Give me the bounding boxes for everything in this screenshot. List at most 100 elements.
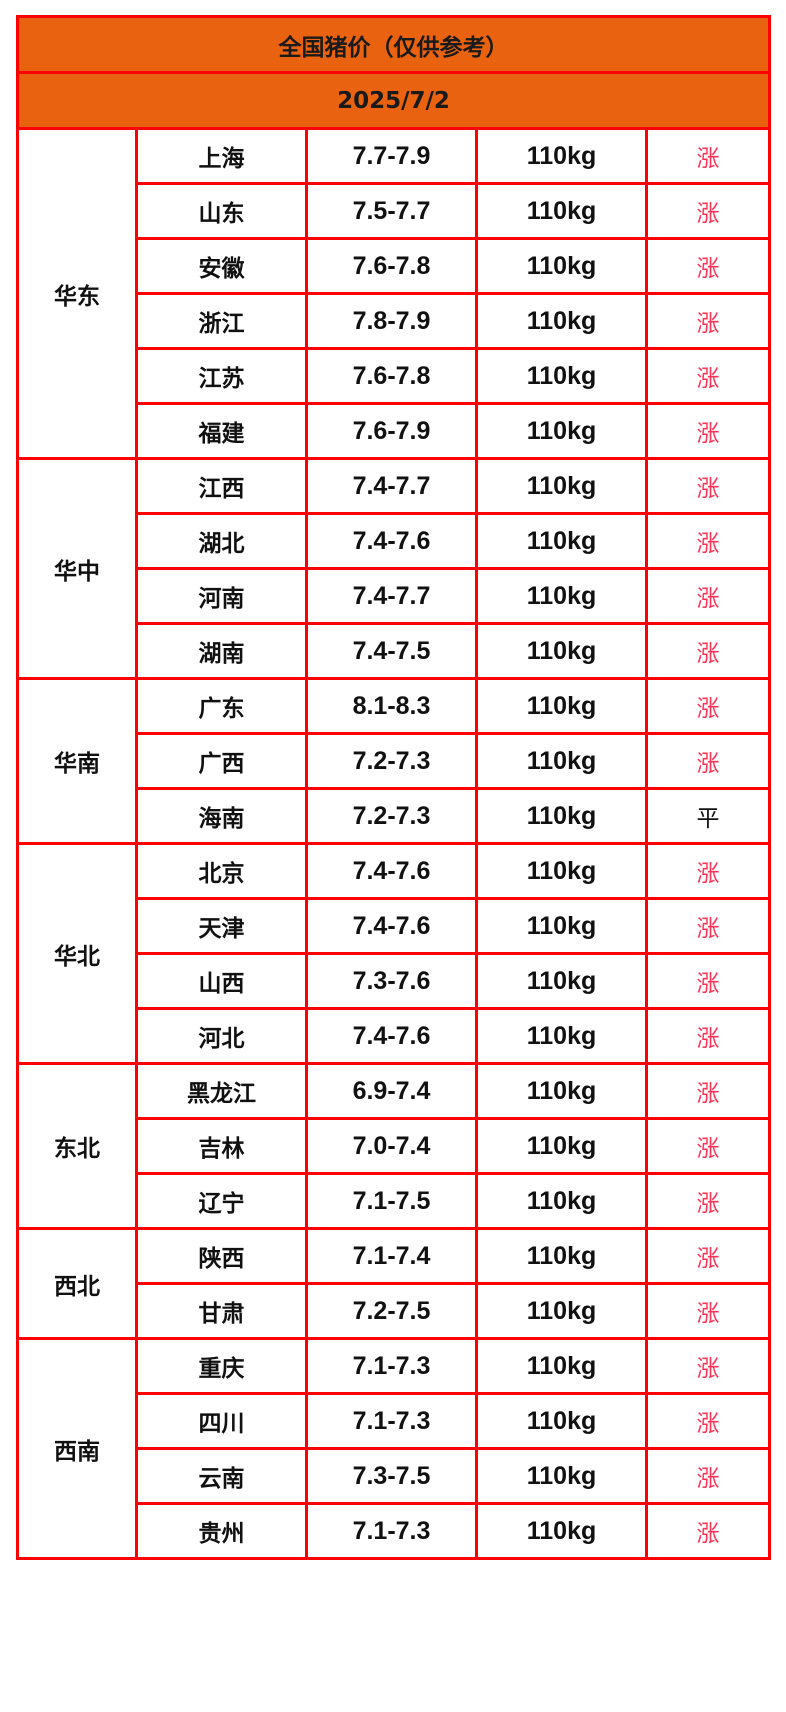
weight-cell: 110kg	[475, 292, 648, 350]
trend-cell: 涨	[644, 237, 772, 295]
region-cell: 华北	[16, 842, 138, 1065]
trend-cell: 平	[644, 787, 772, 845]
weight-cell: 110kg	[475, 182, 648, 240]
weight-cell: 110kg	[475, 732, 648, 790]
trend-cell: 涨	[644, 1502, 772, 1560]
province-cell: 广西	[135, 732, 308, 790]
weight-cell: 110kg	[475, 237, 648, 295]
province-cell: 辽宁	[135, 1172, 308, 1230]
region-cell: 华东	[16, 127, 138, 460]
price-cell: 7.4-7.6	[305, 897, 478, 955]
province-cell: 贵州	[135, 1502, 308, 1560]
weight-cell: 110kg	[475, 127, 648, 185]
price-cell: 7.0-7.4	[305, 1117, 478, 1175]
weight-cell: 110kg	[475, 1007, 648, 1065]
price-cell: 7.1-7.4	[305, 1227, 478, 1285]
weight-cell: 110kg	[475, 347, 648, 405]
region-cell: 西北	[16, 1227, 138, 1340]
weight-cell: 110kg	[475, 1447, 648, 1505]
table-row: 浙江 7.8-7.9 110kg 涨	[18, 292, 772, 350]
table-row: 广西 7.2-7.3 110kg 涨	[18, 732, 772, 790]
province-cell: 湖南	[135, 622, 308, 680]
province-cell: 山东	[135, 182, 308, 240]
trend-cell: 涨	[644, 402, 772, 460]
weight-cell: 110kg	[475, 1062, 648, 1120]
weight-cell: 110kg	[475, 512, 648, 570]
price-cell: 7.4-7.6	[305, 842, 478, 900]
province-cell: 上海	[135, 127, 308, 185]
trend-cell: 涨	[644, 732, 772, 790]
trend-cell: 涨	[644, 677, 772, 735]
province-cell: 甘肃	[135, 1282, 308, 1340]
province-cell: 安徽	[135, 237, 308, 295]
trend-cell: 涨	[644, 292, 772, 350]
weight-cell: 110kg	[475, 1117, 648, 1175]
price-cell: 7.1-7.3	[305, 1502, 478, 1560]
price-cell: 7.3-7.6	[305, 952, 478, 1010]
table-row: 甘肃 7.2-7.5 110kg 涨	[18, 1282, 772, 1340]
region-cell: 西南	[16, 1337, 138, 1560]
trend-cell: 涨	[644, 1172, 772, 1230]
table-date: 2025/7/2	[15, 71, 772, 130]
price-cell: 7.8-7.9	[305, 292, 478, 350]
table-row: 华北 北京 7.4-7.6 110kg 涨	[16, 842, 772, 1065]
trend-cell: 涨	[644, 1227, 772, 1285]
table-row: 天津 7.4-7.6 110kg 涨	[18, 897, 772, 955]
table-row: 华中 江西 7.4-7.7 110kg 涨	[16, 457, 772, 680]
price-cell: 7.1-7.3	[305, 1392, 478, 1450]
weight-cell: 110kg	[475, 897, 648, 955]
trend-cell: 涨	[644, 347, 772, 405]
weight-cell: 110kg	[475, 1502, 648, 1560]
weight-cell: 110kg	[475, 677, 648, 735]
price-cell: 7.3-7.5	[305, 1447, 478, 1505]
trend-cell: 涨	[644, 127, 772, 185]
price-cell: 7.4-7.6	[305, 512, 478, 570]
trend-cell: 涨	[644, 1392, 772, 1450]
weight-cell: 110kg	[475, 457, 648, 515]
table-row: 山东 7.5-7.7 110kg 涨	[18, 182, 772, 240]
province-cell: 河北	[135, 1007, 308, 1065]
province-cell: 四川	[135, 1392, 308, 1450]
price-cell: 7.4-7.7	[305, 457, 478, 515]
price-cell: 7.6-7.9	[305, 402, 478, 460]
weight-cell: 110kg	[475, 1227, 648, 1285]
table-row: 湖北 7.4-7.6 110kg 涨	[18, 512, 772, 570]
trend-cell: 涨	[644, 567, 772, 625]
province-cell: 黑龙江	[135, 1062, 308, 1120]
trend-cell: 涨	[644, 1117, 772, 1175]
province-cell: 重庆	[135, 1337, 308, 1395]
trend-cell: 涨	[644, 1282, 772, 1340]
price-cell: 8.1-8.3	[305, 677, 478, 735]
region-cell: 华中	[16, 457, 138, 680]
price-cell: 7.1-7.5	[305, 1172, 478, 1230]
table-row: 湖南 7.4-7.5 110kg 涨	[18, 622, 772, 680]
province-cell: 山西	[135, 952, 308, 1010]
weight-cell: 110kg	[475, 1392, 648, 1450]
trend-cell: 涨	[644, 1007, 772, 1065]
province-cell: 湖北	[135, 512, 308, 570]
price-cell: 7.2-7.3	[305, 787, 478, 845]
province-cell: 福建	[135, 402, 308, 460]
province-cell: 天津	[135, 897, 308, 955]
price-cell: 7.6-7.8	[305, 237, 478, 295]
province-cell: 浙江	[135, 292, 308, 350]
trend-cell: 涨	[644, 457, 772, 515]
weight-cell: 110kg	[475, 842, 648, 900]
pig-price-table: 全国猪价（仅供参考） 2025/7/2 华东 上海 7.7-7.9 110kg 涨山东 7…	[15, 15, 772, 1560]
province-cell: 江苏	[135, 347, 308, 405]
price-cell: 6.9-7.4	[305, 1062, 478, 1120]
table-row: 东北 黑龙江 6.9-7.4 110kg 涨	[16, 1062, 772, 1230]
price-cell: 7.2-7.5	[305, 1282, 478, 1340]
province-cell: 北京	[135, 842, 308, 900]
table-title: 全国猪价（仅供参考）	[15, 15, 772, 74]
table-row: 云南 7.3-7.5 110kg 涨	[18, 1447, 772, 1505]
province-cell: 陕西	[135, 1227, 308, 1285]
trend-cell: 涨	[644, 512, 772, 570]
table-row: 海南 7.2-7.3 110kg 平	[18, 787, 772, 845]
trend-cell: 涨	[644, 1337, 772, 1395]
table-row: 吉林 7.0-7.4 110kg 涨	[18, 1117, 772, 1175]
weight-cell: 110kg	[475, 952, 648, 1010]
table-row: 辽宁 7.1-7.5 110kg 涨	[18, 1172, 772, 1230]
table-row: 西北 陕西 7.1-7.4 110kg 涨	[16, 1227, 772, 1340]
price-cell: 7.1-7.3	[305, 1337, 478, 1395]
